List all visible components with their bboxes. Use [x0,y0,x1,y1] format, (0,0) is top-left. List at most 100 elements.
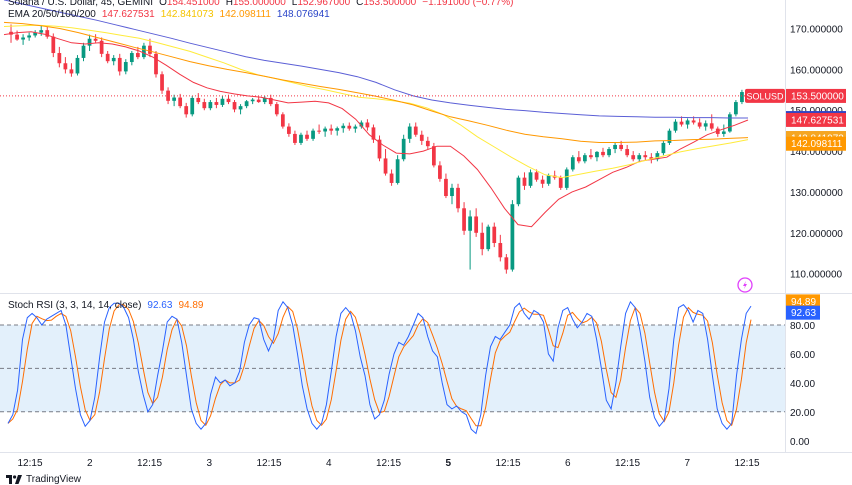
price-tick-label: 160.000000 [790,65,843,76]
ohlc-high: H155.000000 [226,0,286,8]
candle-body [402,139,406,159]
candle-body [347,126,351,129]
candle-body [366,122,370,127]
candle-body [148,46,152,54]
candle-body [70,69,74,73]
candle-body [208,102,212,108]
candle-body [619,145,623,149]
candle-body [607,149,611,155]
price-tag-text: 147.627531 [791,115,844,126]
candle-body [511,204,515,269]
tradingview-logo[interactable]: TradingView [6,474,81,485]
lightning-icon[interactable] [738,278,752,292]
candle-body [21,38,25,40]
candle-body [142,46,146,57]
candle-body [474,216,478,232]
candle-body [51,37,55,53]
candle-body [517,178,521,205]
symbol-description: Solana / U.S. Dollar, 45, GEMINI [8,0,153,8]
candle-body [311,131,315,139]
time-tick-label: 4 [326,458,332,469]
candle-body [287,127,291,134]
stoch-rsi-legend[interactable]: Stoch RSI (3, 3, 14, 14, close)92.6394.8… [8,300,209,312]
candle-body [124,62,128,71]
candle-body [160,74,164,90]
candle-body [680,122,684,125]
time-tick-label: 12:15 [17,458,42,469]
ema100-value: 142.098111 [220,9,271,20]
candle-body [456,188,460,208]
candle-body [184,106,188,114]
candle-body [94,39,98,41]
candle-body [281,114,285,126]
osc-tick-label: 40.00 [790,379,815,390]
candle-body [589,155,593,157]
candle-body [613,145,617,149]
osc-tick-label: 0.00 [790,437,810,448]
candle-body [601,152,605,155]
candle-body [468,216,472,230]
candle-body [414,127,418,135]
stoch-k-value: 92.63 [147,300,172,311]
candle-body [130,53,134,62]
candle-body [547,176,551,184]
candle-body [112,58,116,61]
candle-body [154,54,158,74]
time-tick-label: 7 [684,458,690,469]
candle-body [82,46,86,58]
candle-body [686,120,690,124]
candle-body [740,92,744,102]
candle-body [408,127,412,139]
osc-tick-label: 80.00 [790,321,815,332]
candle-body [257,100,261,102]
ohlc-low: L152.967000 [292,0,350,8]
candle-body [299,135,303,143]
candle-body [190,98,194,114]
candle-body [39,30,43,32]
ohlc-close: C153.500000 [356,0,416,8]
candle-body [734,102,738,114]
candle-body [317,131,321,132]
candle-body [275,104,279,114]
candle-body [637,155,641,159]
price-tag-text: 153.500000 [791,91,844,102]
candle-body [523,178,527,186]
candle-body [504,257,508,269]
candle-body [57,53,61,63]
candle-body [498,243,502,257]
candle-body [692,120,696,122]
candles-group [9,24,750,273]
price-tick-label: 110.000000 [790,270,843,281]
candle-body [722,131,726,133]
time-tick-label: 12:15 [137,458,162,469]
time-tick-label: 12:15 [734,458,759,469]
candle-body [438,165,442,178]
candle-body [329,129,333,131]
candle-body [335,128,339,130]
time-tick-label: 12:15 [495,458,520,469]
stoch-d-value: 94.89 [178,300,203,311]
ema-legend[interactable]: EMA 20/50/100/200147.627531142.841073142… [8,9,336,21]
candle-body [245,101,249,106]
candle-body [710,123,714,128]
osc-tick-label: 60.00 [790,350,815,361]
candle-body [486,227,490,249]
candle-body [426,141,430,146]
osc-tag-text: 92.63 [791,308,816,319]
candle-body [15,35,19,40]
candle-body [541,180,545,184]
candle-body [535,172,539,179]
candle-body [480,233,484,249]
candle-body [462,208,466,230]
candle-body [118,58,122,71]
candle-body [704,123,708,126]
candle-body [728,114,732,131]
candle-body [571,157,575,169]
candle-body [27,35,31,37]
candle-body [215,102,219,105]
price-tag-text: 142.098111 [791,139,843,150]
candle-body [323,129,327,132]
candle-body [305,135,309,139]
ema200-value: 148.076941 [277,9,330,20]
